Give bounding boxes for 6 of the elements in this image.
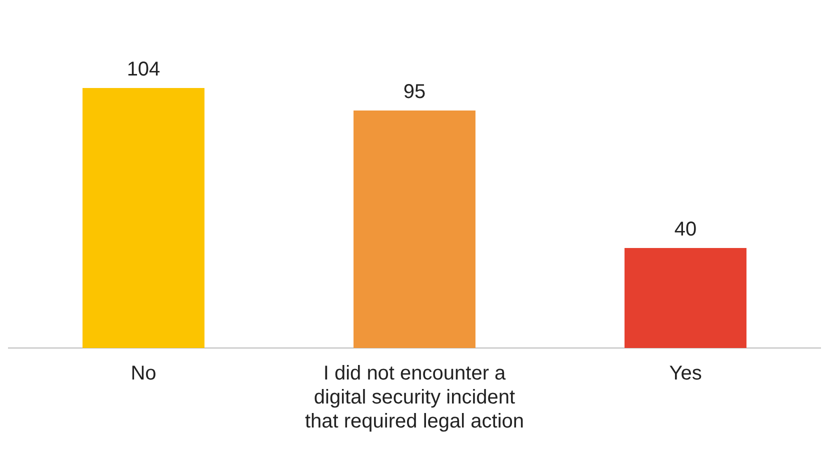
data-label: 95 xyxy=(403,81,426,104)
x-tick-label: Yes xyxy=(669,362,702,385)
x-tick-label: No xyxy=(130,362,156,385)
data-label: 40 xyxy=(674,218,697,241)
x-tick-label: I did not encounter a digital security incident that required legal action xyxy=(304,362,524,433)
data-label: 104 xyxy=(126,58,160,81)
